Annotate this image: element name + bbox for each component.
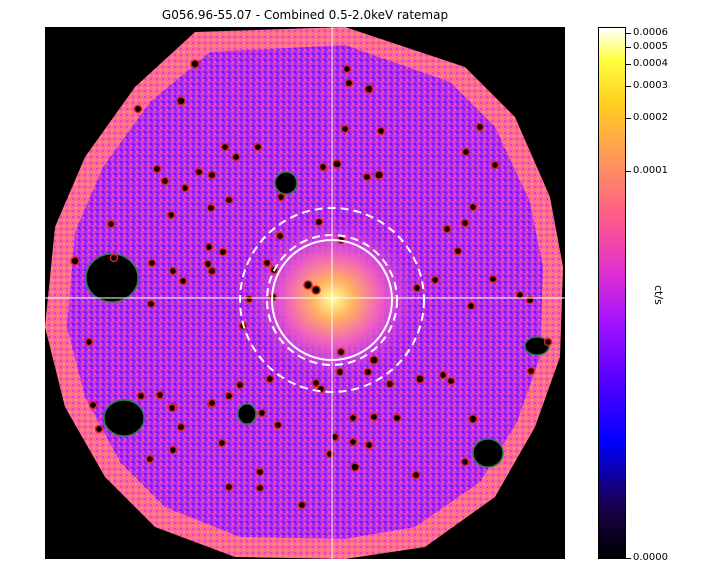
colorbar-tick-label: 0.0000 (633, 552, 668, 563)
colorbar-tick-label: 0.0006 (633, 27, 668, 38)
mask-region (103, 399, 145, 437)
mask-region (274, 171, 298, 195)
colorbar-tick (626, 118, 631, 119)
colorbar-label: ct/s (652, 285, 665, 305)
colorbar-tick-label: 0.0003 (633, 80, 668, 91)
colorbar-tick (626, 558, 631, 559)
colorbar-tick-label: 0.0005 (633, 41, 668, 52)
colorbar-tick-label: 0.0004 (633, 58, 668, 69)
point-sources (70, 59, 553, 510)
colorbar-tick (626, 86, 631, 87)
mask-region (472, 438, 504, 468)
colorbar-tick-label: 0.0001 (633, 165, 668, 176)
colorbar-tick (626, 33, 631, 34)
colorbar-tick (626, 47, 631, 48)
colorbar-tick-label: 0.0002 (633, 112, 668, 123)
colorbar-tick (626, 64, 631, 65)
mask-region (85, 253, 139, 303)
ratemap-image (45, 27, 565, 559)
colorbar (598, 27, 626, 559)
colorbar-tick (626, 171, 631, 172)
mask-region (237, 403, 257, 425)
figure-title: G056.96-55.07 - Combined 0.5-2.0keV rate… (161, 8, 449, 22)
